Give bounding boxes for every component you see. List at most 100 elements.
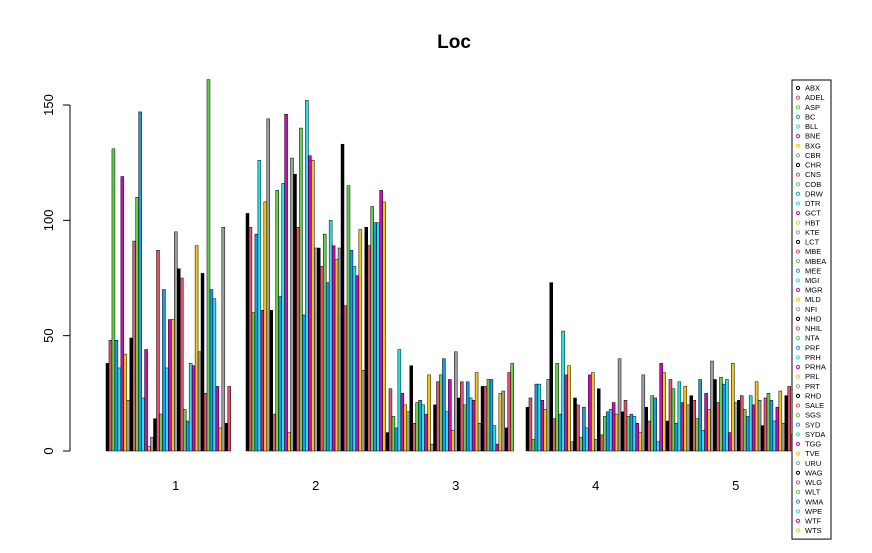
bar-3-NHD	[457, 397, 461, 452]
legend-swatch	[795, 422, 801, 427]
legend-swatch	[795, 345, 801, 350]
bar-3-ABX	[385, 432, 390, 452]
bar-4-COB	[555, 363, 559, 452]
bar-5-MBE	[716, 402, 720, 452]
bar-4-WTF	[659, 363, 663, 452]
bar-3-PRT	[477, 423, 482, 452]
bar-1-TVE	[218, 427, 223, 452]
bar-3-HBT	[427, 374, 431, 452]
bar-2-SYDA	[352, 266, 357, 452]
x-tick-label: 1	[172, 478, 179, 493]
bar-4-TVE	[638, 432, 643, 452]
bar-4-MBEA	[579, 436, 583, 452]
bar-5-ASP	[671, 388, 676, 452]
legend-swatch	[795, 499, 801, 504]
bar-3-URU	[501, 390, 506, 452]
bar-1-ASP	[111, 148, 116, 452]
x-tick-label: 4	[592, 478, 599, 493]
bar-1-DRW	[138, 111, 142, 452]
bar-4-WLT	[650, 395, 654, 452]
bar-1-DTR	[141, 397, 145, 452]
bar-4-BC	[534, 383, 539, 452]
bar-1-PRL	[194, 245, 199, 452]
bar-2-PRHA	[331, 245, 336, 452]
legend-swatch	[795, 239, 801, 245]
bar-5-DRW	[698, 379, 702, 452]
x-axis: 1 2 3 4 5	[172, 478, 739, 493]
legend-item: CBR	[805, 151, 821, 160]
bar-5-WLG	[787, 386, 791, 452]
legend-swatch	[795, 220, 801, 225]
bar-5-BNE	[680, 402, 685, 452]
legend-swatch	[795, 105, 801, 110]
bar-1-SGS	[206, 79, 211, 452]
bar-5-MEE	[722, 383, 726, 452]
legend-swatch	[795, 153, 801, 158]
bar-4-BLL	[537, 383, 542, 452]
bar-1-PRT	[197, 351, 202, 452]
legend-item: KTE	[805, 228, 820, 237]
legend-item: LCT	[805, 238, 820, 247]
bar-2-DTR	[281, 183, 285, 452]
legend-item: PRH	[805, 353, 821, 362]
bar-3-MLD	[451, 429, 455, 452]
bar-4-MEE	[582, 406, 586, 452]
bar-2-PRT	[337, 247, 342, 452]
bar-1-MEE	[162, 289, 166, 452]
legend-item: MBEA	[805, 257, 826, 266]
bar-4-NTA	[602, 416, 607, 452]
bar-2-CHR	[269, 310, 273, 452]
legend-item: NHD	[805, 314, 822, 323]
bar-4-ASP	[531, 439, 536, 452]
legend-item: PRF	[805, 343, 820, 352]
bar-3-TVE	[498, 393, 503, 452]
bar-3-BC	[394, 427, 399, 452]
legend-item: MBE	[805, 247, 821, 256]
bar-3-WLG	[507, 372, 511, 452]
bar-4-GCT	[564, 374, 568, 452]
bar-5-MGR	[728, 432, 732, 452]
legend-item: HBT	[805, 218, 820, 227]
bar-2-TGG	[355, 275, 360, 452]
bar-2-WTF	[379, 190, 383, 452]
x-tick-label: 3	[452, 478, 459, 493]
legend-swatch	[795, 364, 801, 370]
bar-2-CNS	[272, 413, 276, 452]
bar-1-ADEL	[108, 340, 113, 452]
legend-swatch	[795, 412, 801, 418]
x-tick-label: 5	[732, 478, 739, 493]
legend-swatch	[795, 336, 801, 341]
bar-1-CHR	[129, 337, 133, 452]
legend-item: RHD	[805, 391, 822, 400]
bar-1-HBT	[147, 446, 151, 452]
chart-title: Loc	[437, 32, 471, 53]
bar-3-SALE	[483, 386, 488, 452]
legend-item: SGS	[805, 411, 821, 420]
bar-2-TVE	[358, 229, 363, 452]
bar-2-WLT	[370, 206, 374, 452]
bar-5-BXG	[683, 386, 688, 452]
legend-item: PRHA	[805, 363, 826, 372]
bar-1-SALE	[203, 393, 208, 452]
legend-swatch	[795, 268, 801, 273]
bar-4-HBT	[567, 365, 571, 452]
bar-3-CBR	[406, 411, 411, 452]
y-tick-label: 0	[41, 447, 56, 454]
bar-5-MBEA	[719, 376, 723, 452]
legend-swatch	[795, 297, 801, 302]
bar-4-PRL	[614, 413, 619, 452]
bar-2-PRH	[328, 220, 333, 452]
bar-3-PRL	[474, 372, 479, 452]
legend-item: ASP	[805, 103, 820, 112]
legend-swatch	[795, 259, 801, 264]
bar-2-WMA	[373, 222, 377, 452]
bar-5-NTA	[742, 409, 747, 452]
legend-item: MGR	[805, 286, 823, 295]
legend-swatch	[795, 210, 801, 216]
legend-swatch	[795, 451, 801, 456]
bar-5-NFI	[734, 402, 738, 452]
bar-2-BC	[254, 233, 259, 452]
legend-item: TGG	[805, 440, 821, 449]
bar-5-SYD	[769, 400, 774, 452]
bar-5-TGG	[775, 406, 780, 452]
